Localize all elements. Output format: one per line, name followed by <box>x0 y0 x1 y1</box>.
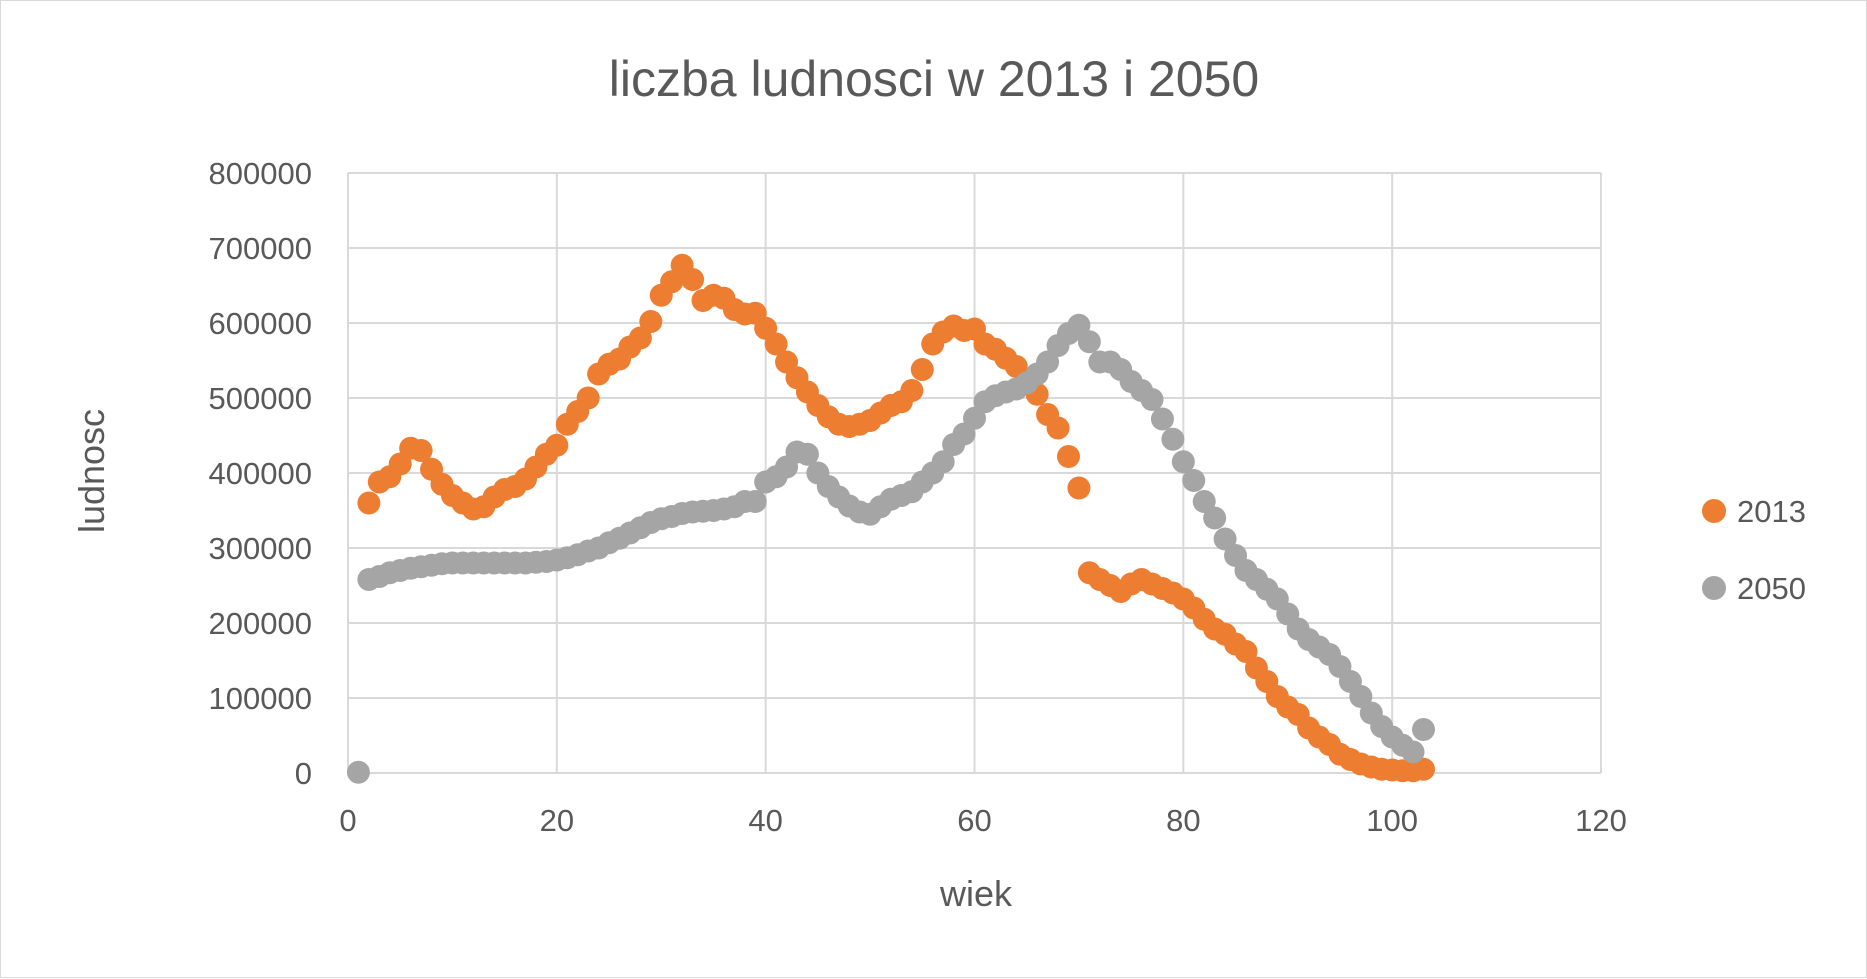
legend: 2013 2050 <box>1702 494 1806 606</box>
legend-label-2050: 2050 <box>1737 571 1806 606</box>
y-tick-label: 400000 <box>209 456 312 491</box>
y-tick-label: 200000 <box>209 606 312 641</box>
data-point-2050 <box>1036 350 1060 374</box>
data-point-2013 <box>639 310 663 333</box>
data-point-2013 <box>628 326 652 350</box>
data-point-2013 <box>681 268 705 291</box>
x-tick-label: 0 <box>339 803 356 838</box>
data-point-2050 <box>1171 450 1195 474</box>
data-point-2013 <box>1234 640 1258 663</box>
x-tick-label: 120 <box>1575 803 1627 838</box>
series-2013 <box>357 253 1435 783</box>
series-2050 <box>346 313 1435 784</box>
data-point-2050 <box>1401 740 1425 764</box>
x-tick-label: 60 <box>957 803 991 838</box>
data-point-2050 <box>1411 718 1435 741</box>
data-point-2050 <box>1077 330 1101 354</box>
data-point-2013 <box>576 386 600 410</box>
data-points <box>346 253 1435 784</box>
data-point-2013 <box>1067 476 1091 500</box>
data-point-2050 <box>795 442 819 466</box>
data-point-2013 <box>764 332 788 356</box>
y-tick-label: 500000 <box>209 381 312 416</box>
data-point-2013 <box>900 379 924 402</box>
y-tick-label: 0 <box>295 756 312 791</box>
data-point-2050 <box>1140 388 1164 411</box>
chart-title: liczba ludnosci w 2013 i 2050 <box>609 51 1259 107</box>
x-tick-label: 40 <box>748 803 782 838</box>
data-point-2050 <box>743 490 767 513</box>
data-point-2050 <box>1349 685 1373 708</box>
x-axis-title: wiek <box>939 873 1013 914</box>
y-axis-title: ludnosc <box>71 409 112 533</box>
legend-marker-2013 <box>1702 499 1726 523</box>
x-tick-label: 20 <box>540 803 574 838</box>
data-point-2050 <box>1192 490 1216 513</box>
y-tick-label: 100000 <box>209 681 312 716</box>
data-point-2013 <box>1056 445 1080 468</box>
data-point-2013 <box>409 439 433 462</box>
data-point-2050 <box>1213 527 1237 551</box>
x-tick-label: 80 <box>1166 803 1200 838</box>
data-point-2050 <box>931 450 955 474</box>
data-point-2050 <box>1150 407 1174 431</box>
legend-label-2013: 2013 <box>1737 494 1806 529</box>
data-point-2050 <box>963 406 986 430</box>
data-point-2013 <box>910 358 934 381</box>
y-tick-label: 300000 <box>209 531 312 566</box>
data-point-2050 <box>1161 427 1185 451</box>
data-point-2050 <box>1067 313 1091 337</box>
data-point-2013 <box>660 270 684 294</box>
data-point-2013 <box>1046 416 1070 440</box>
x-tick-label: 100 <box>1366 803 1418 838</box>
y-tick-label: 700000 <box>209 231 312 266</box>
data-point-2013 <box>545 433 569 457</box>
data-point-2050 <box>1203 506 1227 530</box>
legend-marker-2050 <box>1702 576 1726 600</box>
tick-labels: 0 100000 200000 300000 400000 500000 600000 700… <box>209 156 1627 838</box>
data-point-2013 <box>1411 757 1435 781</box>
y-tick-label: 600000 <box>209 306 312 341</box>
data-point-2013 <box>357 491 381 515</box>
y-tick-label: 800000 <box>209 156 312 191</box>
data-point-2050 <box>346 760 370 784</box>
data-point-2050 <box>1182 469 1206 492</box>
